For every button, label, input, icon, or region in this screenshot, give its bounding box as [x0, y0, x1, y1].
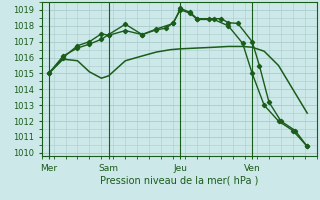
X-axis label: Pression niveau de la mer( hPa ): Pression niveau de la mer( hPa ): [100, 175, 258, 185]
